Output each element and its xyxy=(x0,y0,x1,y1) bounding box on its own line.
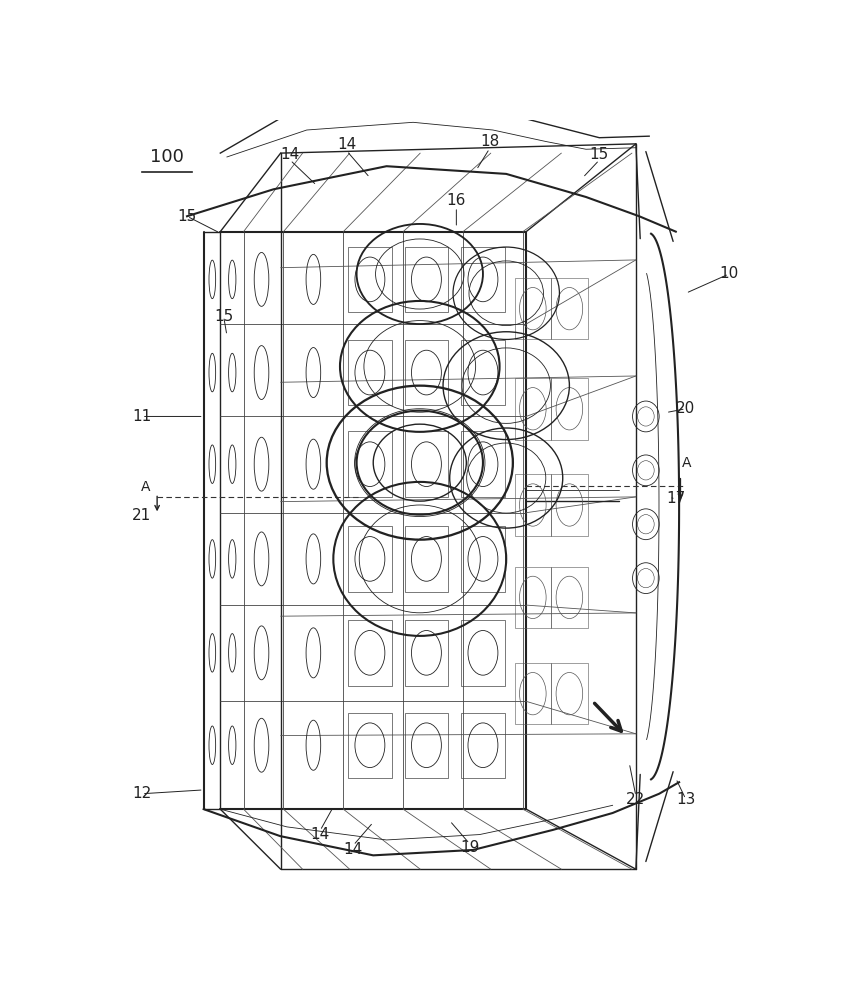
Bar xyxy=(348,526,391,592)
Bar xyxy=(405,713,448,778)
Text: 11: 11 xyxy=(132,409,152,424)
Bar xyxy=(462,431,505,497)
Bar xyxy=(405,620,448,686)
Bar xyxy=(515,663,551,724)
Bar xyxy=(348,247,391,312)
Bar xyxy=(515,474,551,536)
Text: 22: 22 xyxy=(626,792,645,807)
Bar xyxy=(462,713,505,778)
Text: A: A xyxy=(141,480,150,494)
Text: 15: 15 xyxy=(214,309,233,324)
Bar xyxy=(551,378,588,440)
Bar xyxy=(405,340,448,405)
Bar xyxy=(551,474,588,536)
Text: 14: 14 xyxy=(344,842,363,857)
Text: 12: 12 xyxy=(132,786,152,801)
Bar xyxy=(462,340,505,405)
Bar xyxy=(348,431,391,497)
Bar xyxy=(515,378,551,440)
Text: 19: 19 xyxy=(460,840,480,855)
Bar xyxy=(515,567,551,628)
Bar xyxy=(405,247,448,312)
Bar xyxy=(551,663,588,724)
Text: 100: 100 xyxy=(150,148,184,166)
Text: 18: 18 xyxy=(480,134,499,149)
Bar xyxy=(348,713,391,778)
Text: 21: 21 xyxy=(132,508,152,523)
Bar xyxy=(405,526,448,592)
Bar xyxy=(462,620,505,686)
Bar xyxy=(551,567,588,628)
Bar xyxy=(551,278,588,339)
Bar xyxy=(462,526,505,592)
Text: 14: 14 xyxy=(337,137,356,152)
Bar xyxy=(462,247,505,312)
Text: 14: 14 xyxy=(281,147,299,162)
Text: A: A xyxy=(682,456,692,470)
Text: 15: 15 xyxy=(178,209,196,224)
Bar xyxy=(348,620,391,686)
Text: 17: 17 xyxy=(666,491,686,506)
Text: 13: 13 xyxy=(676,792,696,807)
Text: 16: 16 xyxy=(447,193,466,208)
Text: 10: 10 xyxy=(719,266,739,282)
Text: 14: 14 xyxy=(311,827,329,842)
Bar xyxy=(348,340,391,405)
Text: 20: 20 xyxy=(676,401,695,416)
Text: 15: 15 xyxy=(589,147,609,162)
Bar xyxy=(405,431,448,497)
Bar xyxy=(515,278,551,339)
